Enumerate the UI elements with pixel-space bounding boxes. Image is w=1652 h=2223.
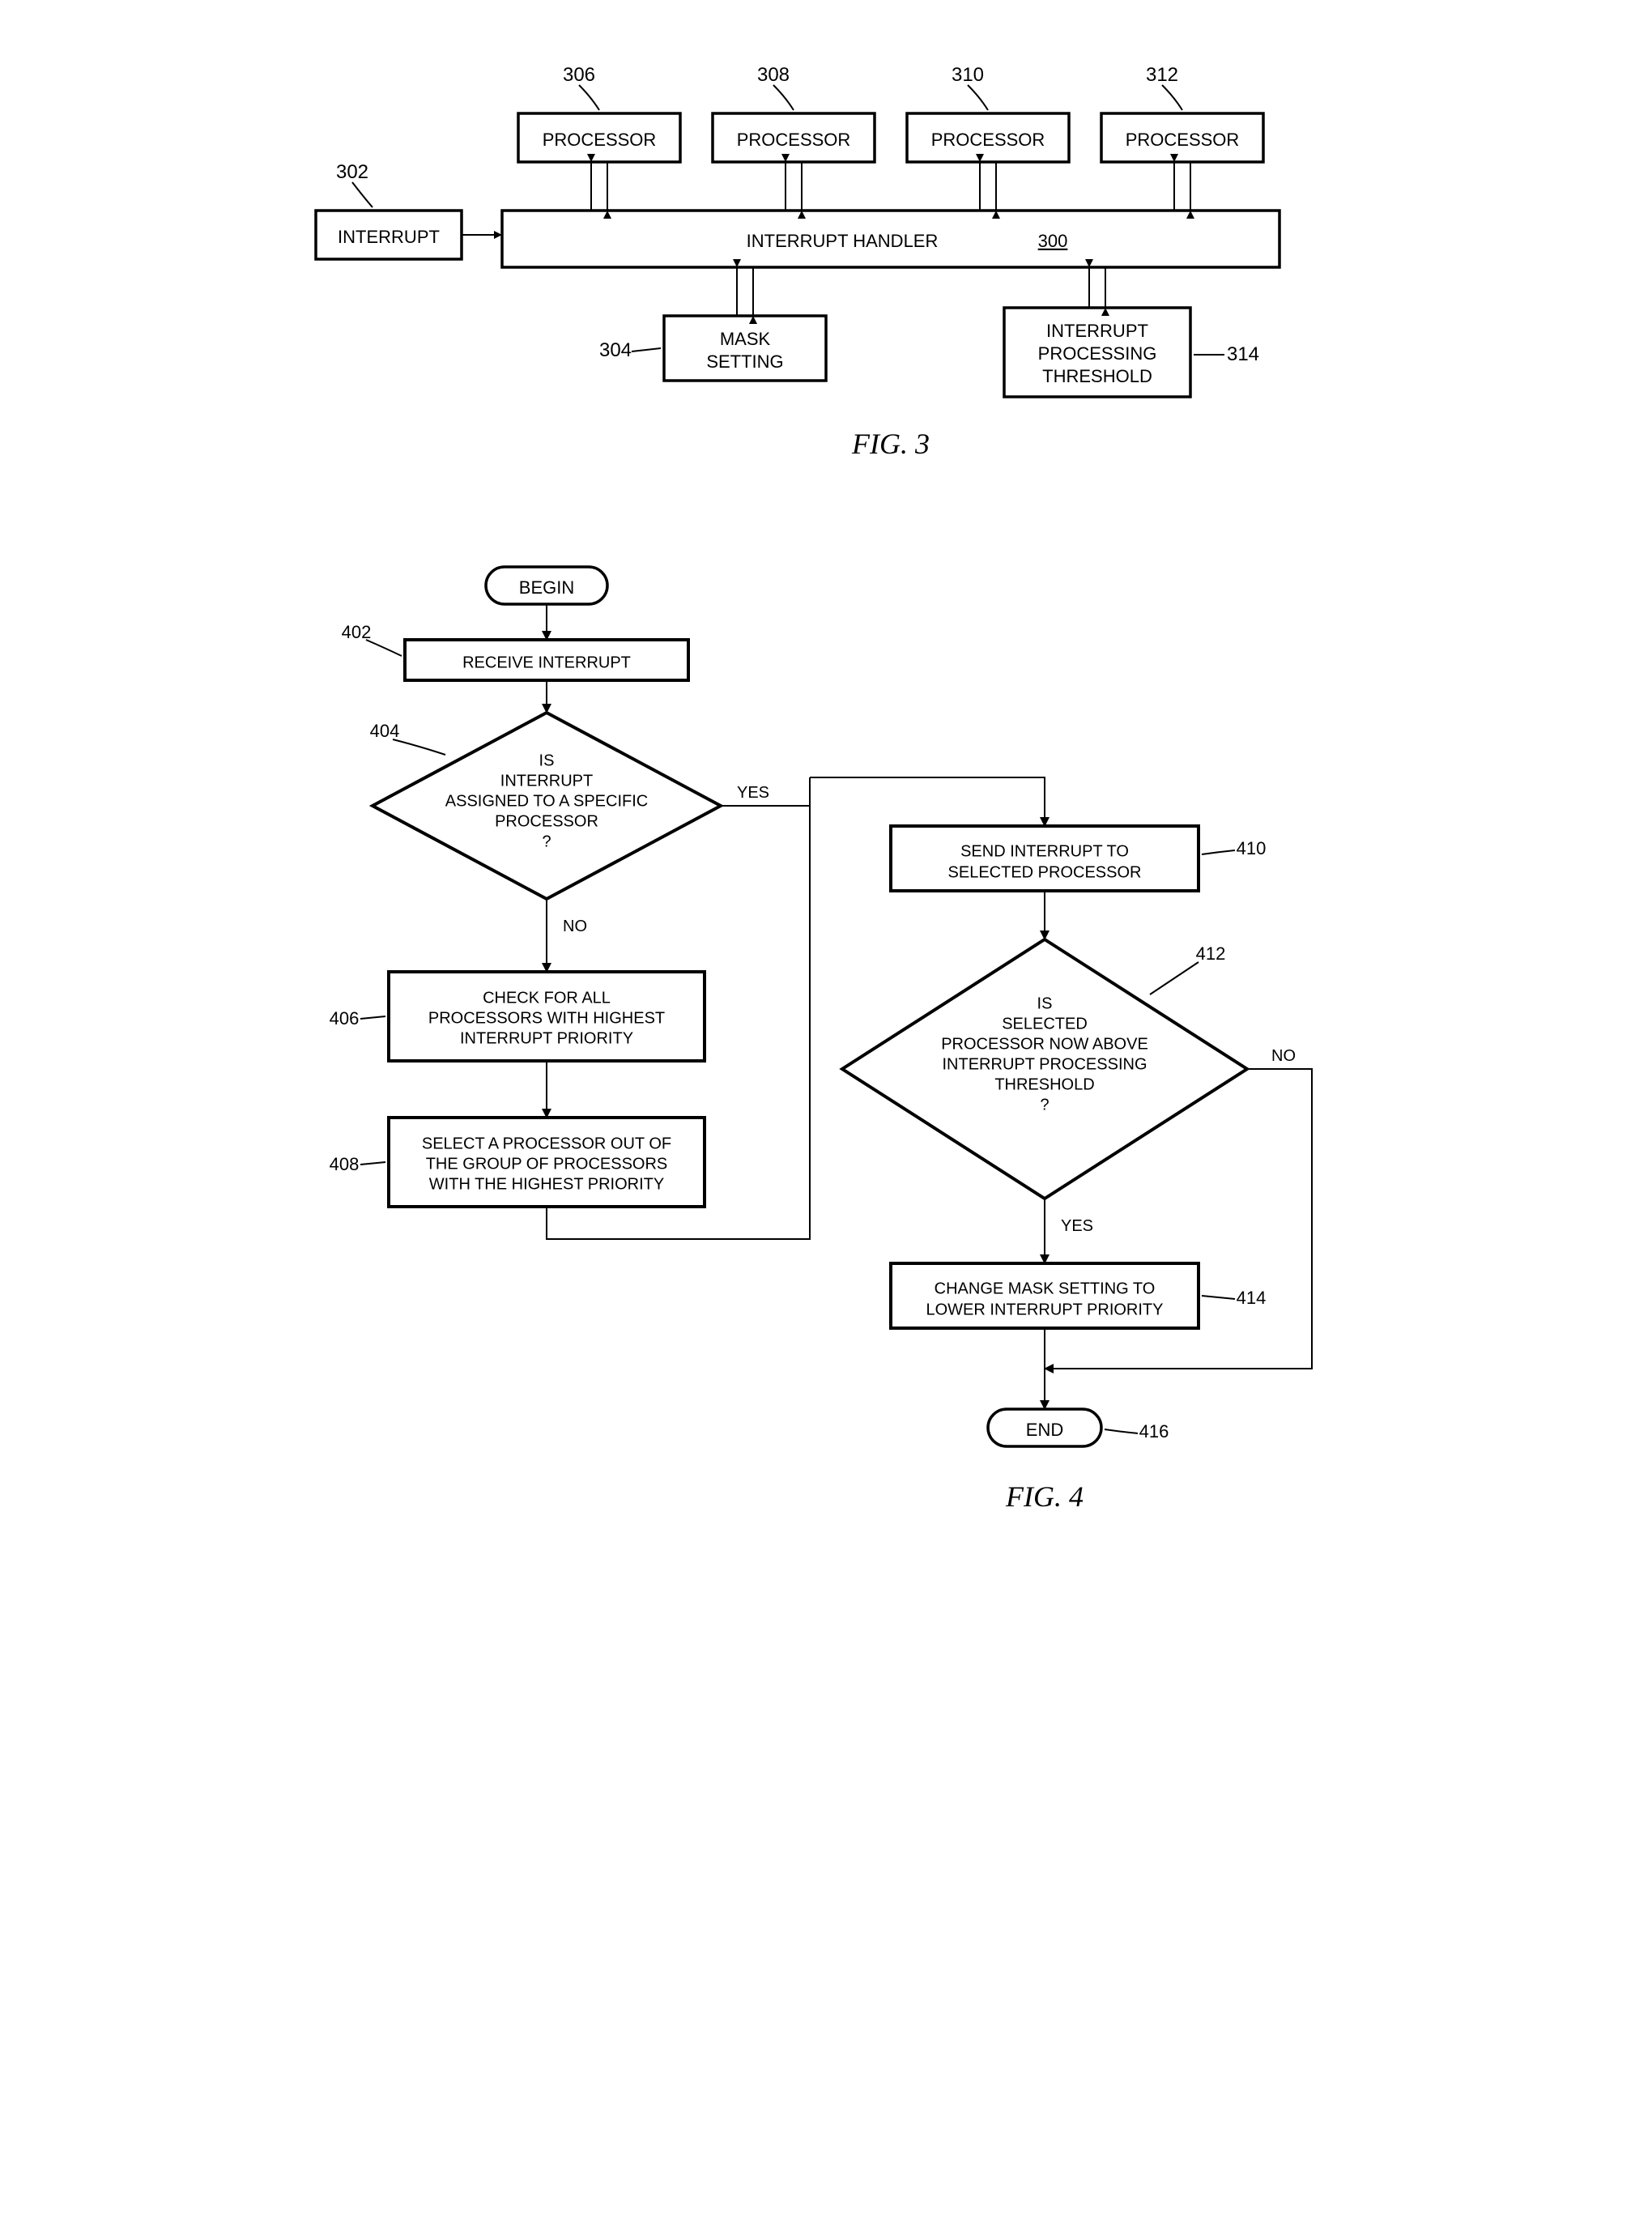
n410-l1: SEND INTERRUPT TO	[960, 842, 1129, 860]
n402-text: RECEIVE INTERRUPT	[462, 654, 631, 671]
n406-l2: PROCESSORS WITH HIGHEST	[428, 1009, 665, 1027]
decision-404: IS INTERRUPT ASSIGNED TO A SPECIFIC PROC…	[370, 713, 721, 899]
ref-314: 314	[1227, 343, 1259, 365]
processor-306-label: PROCESSOR	[543, 130, 657, 150]
interrupt-label: INTERRUPT	[338, 227, 440, 247]
fig4-caption: FIG. 4	[1005, 1480, 1084, 1513]
thr-l2: PROCESSING	[1038, 343, 1157, 364]
edge-412-no: NO	[1271, 1047, 1296, 1065]
handler-label: INTERRUPT HANDLER	[747, 231, 939, 251]
n406-l1: CHECK FOR ALL	[483, 989, 611, 1007]
ref-416: 416	[1139, 1421, 1169, 1442]
processor-308: PROCESSOR 308	[713, 64, 875, 162]
n404-l5: ?	[542, 833, 551, 850]
end-label: END	[1026, 1420, 1063, 1440]
terminator-end: END 416	[988, 1409, 1169, 1446]
n412-l5: THRESHOLD	[994, 1075, 1094, 1093]
n412-l3: PROCESSOR NOW ABOVE	[941, 1035, 1148, 1053]
edge-404-yes: YES	[737, 784, 769, 802]
ref-310: 310	[952, 64, 984, 86]
ref-414: 414	[1237, 1288, 1267, 1308]
processor-310: PROCESSOR 310	[907, 64, 1069, 162]
decision-412: IS SELECTED PROCESSOR NOW ABOVE INTERRUP…	[842, 939, 1247, 1199]
thr-l1: INTERRUPT	[1046, 321, 1148, 341]
n412-l1: IS	[1037, 994, 1053, 1012]
ref-406: 406	[330, 1008, 360, 1028]
interrupt-302: INTERRUPT 302	[316, 161, 462, 259]
n412-l2: SELECTED	[1002, 1015, 1088, 1033]
n408-l2: THE GROUP OF PROCESSORS	[426, 1155, 668, 1173]
interrupt-handler-300: INTERRUPT HANDLER 300	[502, 211, 1279, 267]
n412-l4: INTERRUPT PROCESSING	[943, 1055, 1147, 1073]
ref-402: 402	[342, 622, 372, 642]
ref-312: 312	[1146, 64, 1178, 86]
step-402: RECEIVE INTERRUPT 402	[342, 622, 688, 680]
ref-306: 306	[563, 64, 595, 86]
step-414: CHANGE MASK SETTING TO LOWER INTERRUPT P…	[891, 1263, 1266, 1328]
processor-312: PROCESSOR 312	[1101, 64, 1263, 162]
edge-404-no: NO	[563, 918, 587, 935]
n412-l6: ?	[1040, 1096, 1049, 1114]
ref-300: 300	[1038, 231, 1068, 251]
mask-l2: SETTING	[706, 351, 783, 372]
n414-l1: CHANGE MASK SETTING TO	[935, 1280, 1156, 1297]
n404-l1: IS	[539, 752, 555, 769]
processor-308-label: PROCESSOR	[737, 130, 851, 150]
ref-408: 408	[330, 1154, 360, 1174]
fig3-caption: FIG. 3	[851, 428, 930, 460]
step-406: CHECK FOR ALL PROCESSORS WITH HIGHEST IN…	[330, 972, 705, 1061]
edge-412-yes: YES	[1061, 1217, 1093, 1235]
processor-306: PROCESSOR 306	[518, 64, 680, 162]
thr-l3: THRESHOLD	[1042, 366, 1152, 386]
begin-label: BEGIN	[519, 577, 574, 598]
n406-l3: INTERRUPT PRIORITY	[460, 1029, 633, 1047]
n404-l4: PROCESSOR	[495, 812, 598, 830]
step-408: SELECT A PROCESSOR OUT OF THE GROUP OF P…	[330, 1118, 705, 1207]
ref-308: 308	[757, 64, 790, 86]
processor-312-label: PROCESSOR	[1126, 130, 1240, 150]
ref-404: 404	[370, 721, 400, 741]
n404-l3: ASSIGNED TO A SPECIFIC	[445, 792, 648, 810]
n408-l3: WITH THE HIGHEST PRIORITY	[429, 1175, 664, 1193]
figure-4: BEGIN RECEIVE INTERRUPT 402 IS INTERRUPT…	[259, 534, 1393, 1668]
terminator-begin: BEGIN	[486, 567, 607, 604]
n414-l2: LOWER INTERRUPT PRIORITY	[926, 1301, 1164, 1318]
n408-l1: SELECT A PROCESSOR OUT OF	[422, 1135, 671, 1152]
ref-410: 410	[1237, 838, 1267, 858]
interrupt-threshold-314: INTERRUPT PROCESSING THRESHOLD 314	[1004, 308, 1259, 397]
mask-l1: MASK	[720, 329, 771, 349]
figure-3: PROCESSOR 306 PROCESSOR 308 PROCESSOR 31…	[259, 49, 1393, 534]
ref-304: 304	[599, 339, 632, 361]
ref-302: 302	[336, 161, 368, 183]
processor-310-label: PROCESSOR	[931, 130, 1045, 150]
mask-setting-304: MASK SETTING 304	[599, 316, 826, 381]
n410-l2: SELECTED PROCESSOR	[948, 863, 1142, 881]
step-410: SEND INTERRUPT TO SELECTED PROCESSOR 410	[891, 826, 1266, 891]
n404-l2: INTERRUPT	[500, 772, 593, 790]
ref-412: 412	[1196, 943, 1226, 964]
